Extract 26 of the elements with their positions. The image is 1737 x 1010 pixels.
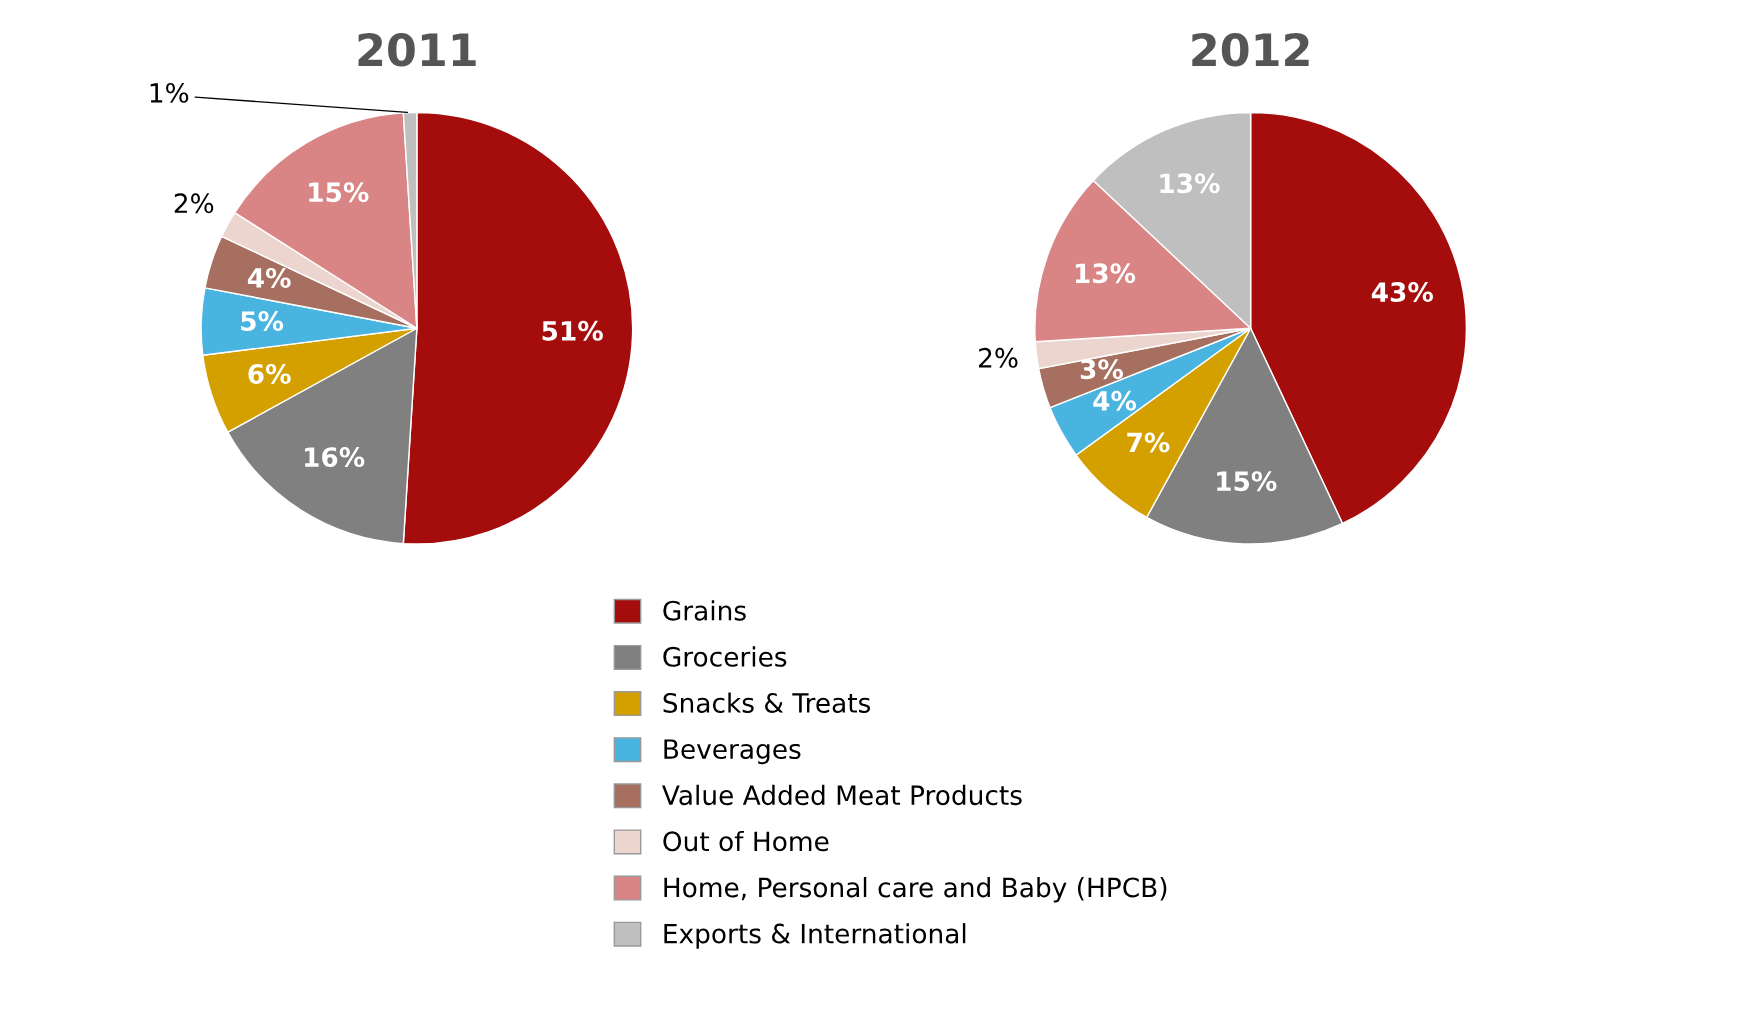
- chart-title: 2011: [358, 32, 476, 67]
- data-label: 1%: [150, 82, 189, 103]
- data-label: 2%: [979, 347, 1018, 368]
- legend-label: Home, Personal care and Baby (HPCB): [664, 877, 1167, 903]
- data-label: 16%: [305, 447, 365, 468]
- data-label: 43%: [1371, 282, 1433, 303]
- legend-label: Groceries: [663, 646, 787, 667]
- data-label: 6%: [248, 363, 291, 384]
- chart-title: 2012: [1192, 32, 1309, 67]
- data-label: 7%: [1127, 432, 1170, 453]
- legend-label: Grains: [663, 600, 746, 621]
- data-label: 13%: [1075, 263, 1136, 284]
- data-label: 3%: [1080, 359, 1124, 380]
- data-label: 4%: [1093, 390, 1137, 411]
- legend-label: Exports & International: [664, 923, 966, 949]
- data-label: 4%: [247, 267, 291, 288]
- data-label: 13%: [1160, 173, 1220, 194]
- legend-label: Value Added Meat Products: [662, 784, 1022, 806]
- data-label: 5%: [241, 311, 284, 332]
- legend-label: Snacks & Treats: [663, 692, 871, 713]
- data-label: 2%: [174, 193, 214, 214]
- data-label: 51%: [542, 320, 603, 341]
- data-label: 15%: [1217, 471, 1277, 492]
- legend-label: Beverages: [664, 739, 801, 765]
- legend-label: Out of Home: [663, 830, 829, 852]
- data-label: 15%: [309, 182, 369, 203]
